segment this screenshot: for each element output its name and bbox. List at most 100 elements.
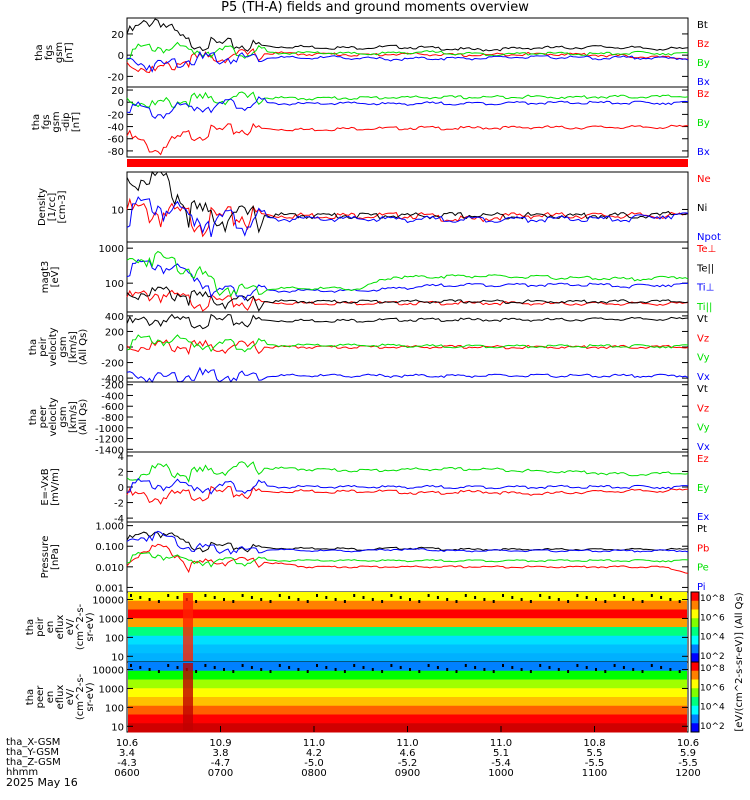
heatmap-speck: [474, 596, 477, 599]
heatmap-speck: [548, 596, 551, 599]
heatmap-speck: [529, 600, 532, 603]
heatmap-speck: [204, 594, 207, 597]
series-line-Ni: [126, 170, 689, 234]
legend-label: Ti⊥: [696, 283, 714, 294]
heatmap-speck: [278, 664, 281, 667]
ylabel-text: peir: [38, 336, 49, 356]
ylabel-text: gsm: [58, 406, 69, 427]
colorbar-segment: [691, 592, 699, 602]
heatmap-speck: [520, 598, 523, 601]
footer-row-z: tha_Z-GSM: [6, 757, 61, 768]
heatmap-speck: [427, 664, 430, 667]
ylabel-text: en: [45, 621, 56, 634]
heatmap-speck: [241, 664, 244, 667]
ytick-label: 100: [105, 279, 124, 290]
heatmap-speck: [399, 666, 402, 669]
footer-time-value: 1100: [582, 768, 607, 779]
panel-frame-fgs-gsm-dip: [126, 86, 689, 158]
legend-label: Vx: [697, 372, 710, 383]
footer-x-value: 10.9: [209, 738, 231, 749]
heatmap-speck: [409, 668, 411, 671]
ytick-label: -1400: [95, 445, 124, 456]
series-line-Te⊥: [126, 289, 689, 312]
heatmap-speck: [613, 594, 616, 597]
footer-time-value: 0600: [114, 768, 139, 779]
ytick-label: 100: [105, 703, 124, 714]
ytick-label: 10: [111, 722, 124, 733]
ytick-label: 10000: [92, 666, 124, 677]
ylabel-text: (cm^2-s-: [75, 673, 86, 720]
ytick-label: -40: [108, 123, 124, 134]
ytick-label: -60: [108, 135, 124, 146]
heatmap-speck: [604, 670, 607, 673]
ylabel-text: tha: [25, 619, 36, 635]
heatmap-speck: [157, 670, 160, 673]
heatmap-band: [128, 600, 687, 610]
footer-x-value: 10.6: [116, 738, 138, 749]
heatmap-speck: [483, 598, 486, 601]
heatmap-speck: [223, 668, 225, 671]
ylabel-text: [nT]: [64, 42, 75, 62]
legend-label: By: [697, 118, 710, 129]
heatmap-band: [128, 697, 687, 707]
heatmap-band: [128, 609, 687, 619]
heatmap-speck: [148, 668, 151, 671]
heatmap-band: [128, 627, 687, 637]
heatmap-band: [128, 714, 687, 724]
panel-frame-density: [126, 171, 689, 243]
colorbar-segment: [691, 714, 699, 724]
heatmap-speck: [130, 664, 132, 667]
ytick-label: 0: [118, 343, 124, 354]
heatmap-speck: [632, 598, 635, 601]
ylabel-text: [cm-3]: [57, 190, 68, 223]
colorbar-segment: [691, 644, 699, 654]
ylabel-text: eV/: [65, 688, 76, 705]
legend-label: Ez: [697, 454, 709, 465]
heatmap-speck: [353, 664, 356, 667]
ytick-label: 1000: [99, 244, 124, 255]
ylabel-text: [nPa]: [50, 544, 61, 570]
ylabel-text: [1/cc]: [47, 193, 58, 222]
heatmap-anomaly: [183, 663, 193, 731]
heatmap-speck: [297, 668, 300, 671]
ylabel-text: gsm: [58, 336, 69, 357]
heatmap-speck: [195, 600, 198, 603]
heatmap-speck: [157, 600, 160, 603]
ytick-label: 0.010: [95, 563, 124, 574]
colorbar-segment: [691, 618, 699, 628]
footer-y-value: 3.8: [213, 748, 229, 759]
footer-date: 2025 May 16: [6, 776, 78, 789]
heatmap-speck: [446, 668, 449, 671]
ytick-label: 100: [105, 633, 124, 644]
ytick-label: 1000: [99, 684, 124, 695]
heatmap-speck: [567, 600, 570, 603]
ylabel-text: velocity: [48, 397, 59, 436]
footer-y-value: 5.9: [680, 748, 696, 759]
series-line-Ex: [126, 477, 689, 495]
ylabel-text: fgs: [44, 45, 55, 60]
heatmap-speck: [288, 596, 291, 599]
heatmap-band: [128, 653, 687, 663]
footer-z-value: -4.3: [117, 758, 137, 769]
heatmap-speck: [595, 598, 597, 601]
ylabel-text: Pressure: [40, 536, 51, 579]
heatmap-speck: [148, 598, 151, 601]
heatmap-speck: [167, 594, 170, 597]
colorbar-tick-label: 10^6: [700, 683, 725, 693]
heatmap-band: [128, 618, 687, 628]
heatmap-speck: [622, 596, 625, 599]
ytick-label: -1200: [95, 435, 124, 446]
heatmap-speck: [576, 594, 579, 597]
heatmap-band: [128, 705, 687, 715]
heatmap-speck: [641, 600, 644, 603]
footer-x-value: 11.0: [490, 738, 512, 749]
ylabel-text: sr-eV): [85, 682, 96, 711]
heatmap-speck: [557, 668, 560, 671]
heatmap-speck: [595, 668, 597, 671]
heatmap-speck: [678, 600, 681, 603]
legend-label: Vy: [697, 423, 710, 434]
heatmap-speck: [316, 664, 318, 667]
colorbar-segment: [691, 723, 699, 733]
legend-label: Bz: [697, 89, 709, 100]
heatmap-speck: [213, 596, 216, 599]
